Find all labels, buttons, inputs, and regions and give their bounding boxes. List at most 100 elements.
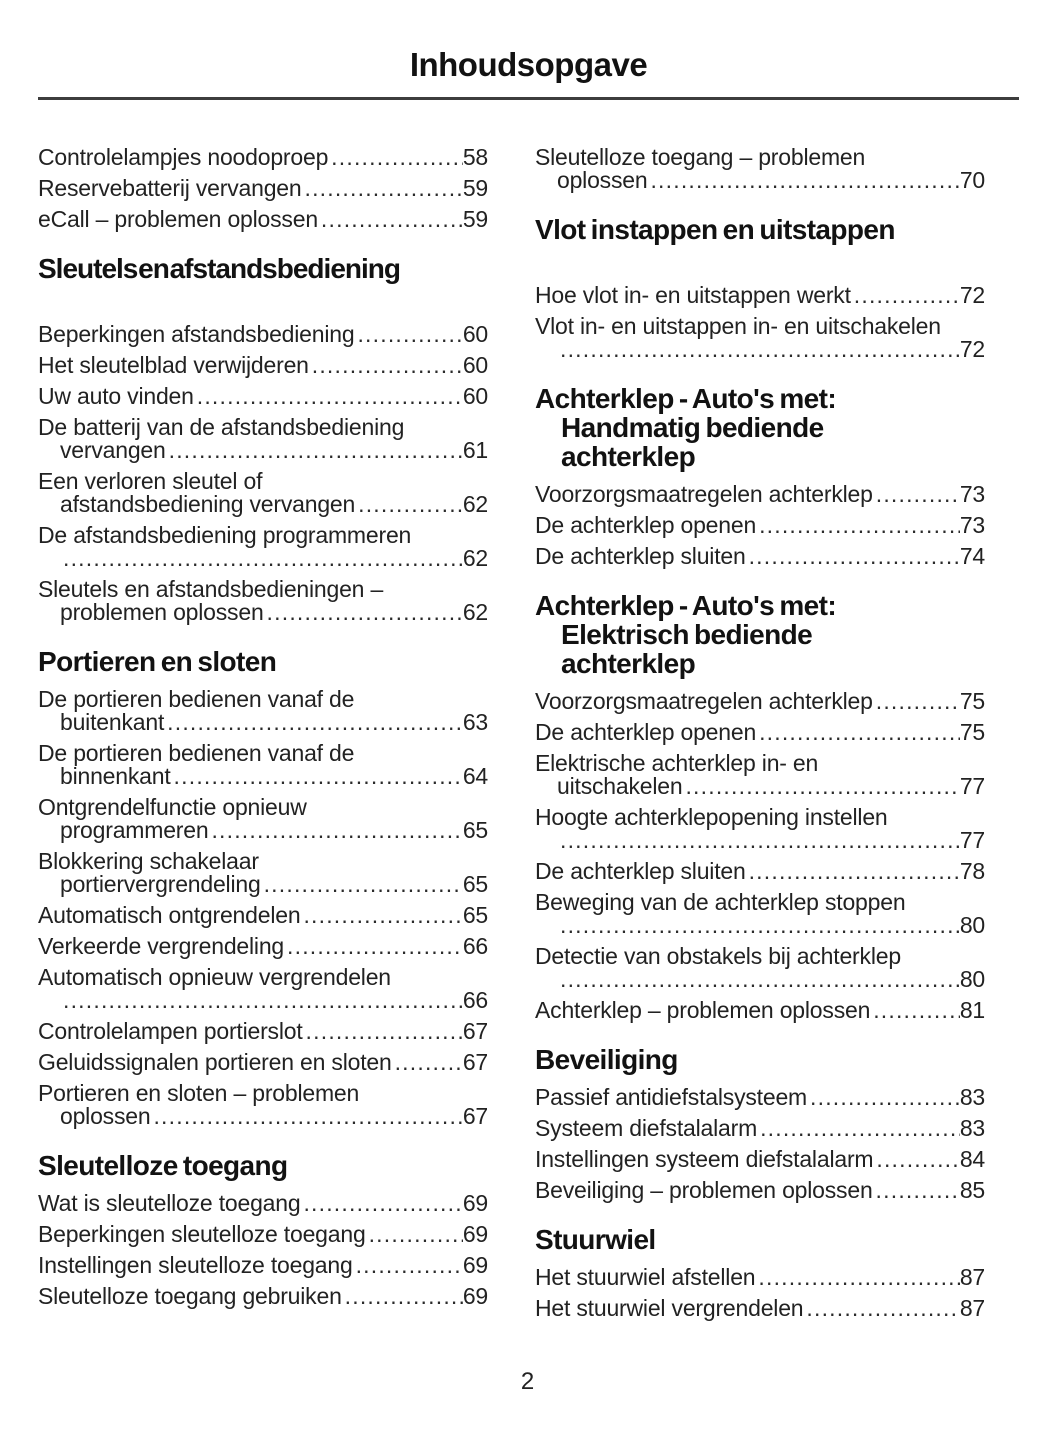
toc-entry-line: Automatisch ontgrendelen 65 (38, 904, 488, 927)
toc-entry-line: problemen oplossen 62 (38, 601, 488, 624)
dot-leader (746, 860, 960, 883)
toc-entry-line: De achterklep openen 75 (535, 721, 985, 744)
toc-entry-text: Instellingen sleutelloze toegang (38, 1252, 353, 1278)
section-heading: Stuurwiel (535, 1225, 985, 1254)
dot-leader (757, 1117, 960, 1140)
toc-entry-text: Elektrische achterklep in- en (535, 750, 819, 776)
toc-entry-page: 77 (959, 773, 985, 799)
toc-entry-line: oplossen 70 (535, 169, 985, 192)
toc-entry: Het stuurwiel afstellen 87 (535, 1266, 985, 1297)
dot-leader (300, 1192, 462, 1215)
dot-leader (328, 146, 463, 169)
toc-entry-line: vervangen 61 (38, 439, 488, 462)
dot-leader (208, 819, 462, 842)
toc-entry: Blokkering schakelaar portiervergrendelin… (38, 850, 488, 904)
toc-entry-line: uitschakelen 77 (535, 775, 985, 798)
toc-entry-line: Het stuurwiel afstellen 87 (535, 1266, 985, 1289)
toc-entry-page: 72 (959, 336, 985, 362)
section-heading-line: Stuurwiel (535, 1224, 656, 1255)
toc-entry-page: 74 (959, 543, 985, 569)
toc-entry-page: 64 (462, 763, 488, 789)
toc-entry-line: Verkeerde vergrendeling 66 (38, 935, 488, 958)
toc-entry-line: Beperkingen sleutelloze toegang 69 (38, 1223, 488, 1246)
toc-entry: Instellingen sleutelloze toegang 69 (38, 1254, 488, 1285)
toc-entry-page: 62 (462, 545, 488, 571)
page-title: Inhoudsopgave (409, 46, 648, 83)
toc-entry-text: Hoe vlot in- en uitstappen werkt (535, 282, 851, 308)
toc-entry-text: Beperkingen sleutelloze toegang (38, 1221, 366, 1247)
toc-entry-text: Het stuurwiel vergrendelen (535, 1295, 804, 1321)
toc-entry-page: 70 (959, 167, 985, 193)
toc-entry-line: oplossen 67 (38, 1105, 488, 1128)
toc-entry-text: Vlot in- en uitstappen in- en uitschakel… (535, 313, 941, 339)
toc-entry-text: Achterklep – problemen oplossen (535, 997, 871, 1023)
toc-entry: De afstandsbediening programmeren 62 (38, 524, 488, 578)
toc-entry: Sleutels en afstandsbedieningen – problem… (38, 578, 488, 632)
toc-entry: Automatisch ontgrendelen 65 (38, 904, 488, 935)
page-footer: 2 (0, 1368, 1055, 1396)
toc-entry: Instellingen systeem diefstalalarm 84 (535, 1148, 985, 1179)
toc-entry-line: Sleutels en afstandsbedieningen – (38, 578, 488, 601)
dot-leader (150, 1105, 462, 1128)
toc-entry-text: Reservebatterij vervangen (38, 175, 302, 201)
toc-entry-text: Sleutelloze toegang – problemen (535, 144, 866, 170)
toc-entry-line: Instellingen systeem diefstalalarm 84 (535, 1148, 985, 1171)
toc-entry: De batterij van de afstandsbediening verv… (38, 416, 488, 470)
toc-entry-line: De achterklep sluiten 74 (535, 545, 985, 568)
toc-entry-text: Sleutels en afstandsbedieningen – (38, 576, 384, 602)
section-heading: Sleutels en afstandsbediening (38, 254, 488, 283)
toc-entry-page: 80 (959, 966, 985, 992)
toc-entry-line: 80 (535, 914, 985, 937)
toc-entry-text: De portieren bedienen vanaf de (38, 740, 355, 766)
toc-entry-page: 61 (462, 437, 488, 463)
section-heading-line: Sleutels en afstandsbediening (38, 253, 401, 284)
dot-leader (873, 483, 960, 506)
toc-entry-line: binnenkant 64 (38, 765, 488, 788)
toc-entry-text: Controlelampjes noodoproep (38, 144, 329, 170)
toc-entry-page: 75 (959, 719, 985, 745)
toc-entry-line: 77 (535, 829, 985, 852)
toc-entry: Controlelampjes noodoproep 58 (38, 146, 488, 177)
toc-entry-page: 87 (959, 1295, 985, 1321)
toc-entry-line: Achterklep – problemen oplossen 81 (535, 999, 985, 1022)
dot-leader (803, 1297, 959, 1320)
toc-entry: Het stuurwiel vergrendelen 87 (535, 1297, 985, 1328)
toc-entry-text: Passief antidiefstalsysteem (535, 1084, 808, 1110)
toc-entry-page: 59 (462, 206, 488, 232)
dot-leader (746, 545, 960, 568)
toc-entry: De achterklep openen 75 (535, 721, 985, 752)
toc-entry: Beperkingen afstandsbediening 60 (38, 323, 488, 354)
toc-entry-line: Sleutelloze toegang gebruiken 69 (38, 1285, 488, 1308)
toc-entry-page: 65 (462, 817, 488, 843)
section-heading-line: Elektrisch bediende (561, 619, 813, 650)
toc-entry-line: Reservebatterij vervangen 59 (38, 177, 488, 200)
toc-entry-line: Een verloren sleutel of (38, 470, 488, 493)
toc-entry-line: Het stuurwiel vergrendelen 87 (535, 1297, 985, 1320)
section-heading-line: Portieren en sloten (38, 646, 277, 677)
dot-leader (557, 338, 960, 361)
toc-entry: Beveiliging – problemen oplossen 85 (535, 1179, 985, 1210)
dot-leader (756, 721, 960, 744)
toc-entry-text: uitschakelen (557, 773, 683, 799)
toc-entry-page: 67 (462, 1103, 488, 1129)
toc-entry-text: Instellingen systeem diefstalalarm (535, 1146, 874, 1172)
toc-entry-line: De afstandsbediening programmeren (38, 524, 488, 547)
section-heading: Achterklep - Auto's met: Elektrisch bedie… (535, 591, 985, 678)
toc-entry-line: 72 (535, 338, 985, 361)
toc-page: Inhoudsopgave Controlelampjes noodoproep… (0, 0, 1055, 1328)
section-heading: Vlot instappen en uitstappen (535, 215, 985, 244)
dot-leader (851, 284, 960, 307)
dot-leader (353, 1254, 463, 1277)
dot-leader (60, 547, 463, 570)
toc-entry: Achterklep – problemen oplossen 81 (535, 999, 985, 1030)
toc-entry-line: portiervergrendeling 65 (38, 873, 488, 896)
toc-entry-line: programmeren 65 (38, 819, 488, 842)
toc-entry-text: Sleutelloze toegang gebruiken (38, 1283, 342, 1309)
toc-entry: Voorzorgsmaatregelen achterklep 73 (535, 483, 985, 514)
dot-leader (164, 711, 463, 734)
toc-entry-line: De batterij van de afstandsbediening (38, 416, 488, 439)
toc-entry-page: 60 (462, 352, 488, 378)
toc-entry-line: eCall – problemen oplossen 59 (38, 208, 488, 231)
